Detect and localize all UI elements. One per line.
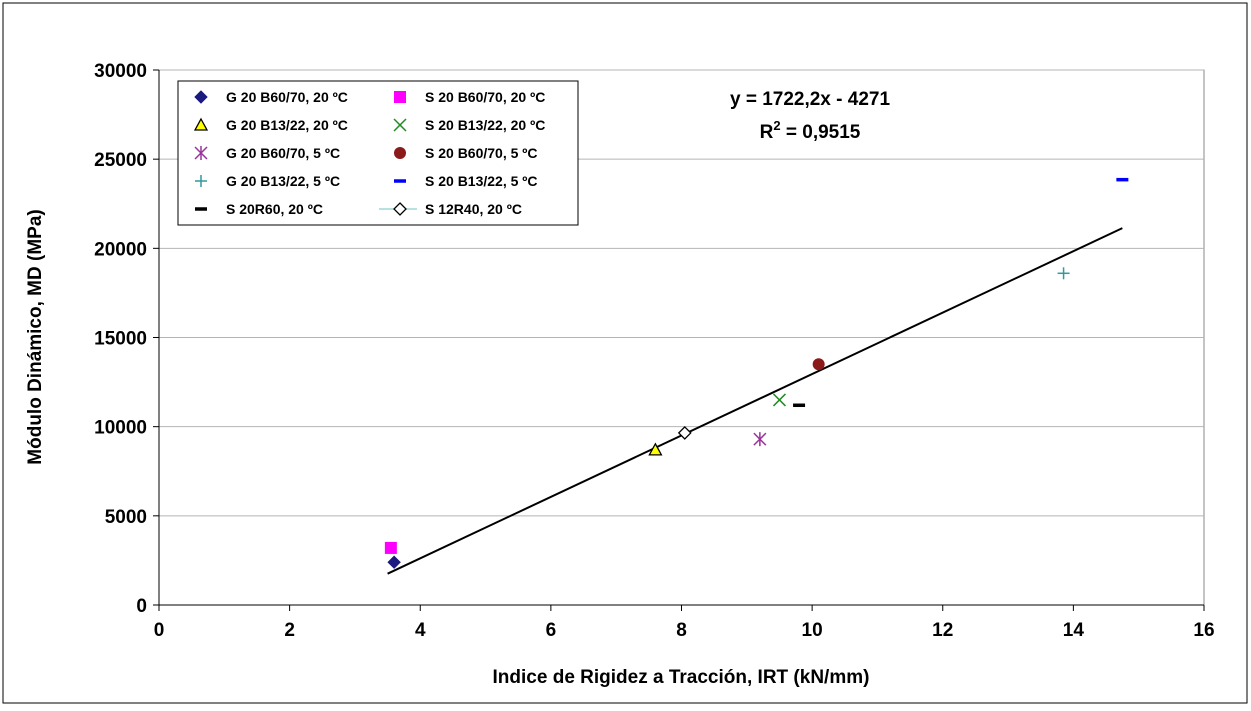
legend-marker-shape: [193, 117, 209, 131]
legend-marker-shape: [194, 90, 208, 104]
legend-label: G 20 B60/70, 20 ºC: [226, 89, 348, 105]
data-points: [384, 177, 1129, 569]
legend-item: S 20 B13/22, 5 ºC: [394, 173, 538, 189]
legend-label: G 20 B13/22, 20 ºC: [226, 117, 348, 133]
legend-label: G 20 B60/70, 5 ºC: [226, 145, 340, 161]
y-tick-label: 20000: [94, 239, 147, 260]
x-tick-label: 16: [1193, 620, 1214, 641]
x-tick-label: 14: [1063, 620, 1085, 641]
r-squared-prefix: R: [760, 122, 774, 143]
legend-label: S 12R40, 20 ºC: [425, 201, 522, 217]
legend-marker: [393, 202, 407, 216]
legend-items: G 20 B60/70, 20 ºC S 20 B60/70, 20 ºC G 20…: [193, 89, 545, 217]
data-point: [648, 442, 663, 456]
legend: G 20 B60/70, 20 ºC S 20 B60/70, 20 ºC G 20…: [177, 80, 579, 226]
legend-marker-stroke: [393, 118, 407, 132]
legend-item: G 20 B13/22, 5 ºC: [195, 173, 340, 189]
tick-labels: 0 5000 10000 15000 20000 25000 30000 0 2 4 6 8 10 12 1…: [94, 61, 1214, 641]
x-tick-label: 10: [802, 620, 823, 641]
data-point: [1057, 267, 1070, 280]
x-tick-label: 0: [154, 620, 165, 641]
legend-marker-shape: [394, 91, 406, 103]
data-point-stroke: [772, 393, 786, 407]
legend-marker: [194, 146, 208, 160]
legend-label: G 20 B13/22, 5 ºC: [226, 173, 340, 189]
y-tick-label: 25000: [94, 150, 147, 171]
legend-item: G 20 B13/22, 20 ºC: [193, 117, 348, 133]
y-tick-label: 0: [136, 596, 147, 617]
trendline-equation: y = 1722,2x - 4271: [730, 89, 890, 110]
legend-item: G 20 B60/70, 20 ºC: [194, 89, 348, 105]
data-point-shape: [387, 555, 401, 569]
legend-box: [177, 80, 579, 226]
y-tick-label: 15000: [94, 329, 147, 350]
legend-marker: [394, 147, 406, 159]
legend-item: G 20 B60/70, 5 ºC: [194, 145, 340, 161]
legend-label: S 20 B13/22, 20 ºC: [425, 117, 545, 133]
legend-item: S 12R40, 20 ºC: [379, 201, 522, 217]
legend-label: S 20R60, 20 ºC: [226, 201, 323, 217]
data-point: [772, 393, 786, 407]
legend-item: S 20R60, 20 ºC: [195, 201, 323, 217]
legend-marker-shape: [393, 202, 407, 216]
data-point-shape: [812, 358, 825, 371]
data-point-shape: [677, 425, 692, 440]
legend-marker: [193, 117, 209, 131]
legend-marker-shape: [394, 147, 406, 159]
x-tick-label: 12: [932, 620, 953, 641]
data-point: [753, 432, 767, 447]
y-tick-label: 10000: [94, 418, 147, 439]
legend-label: S 20 B60/70, 5 ºC: [425, 145, 538, 161]
legend-marker: [393, 118, 407, 132]
legend-label: S 20 B60/70, 20 ºC: [425, 89, 545, 105]
trendline: [387, 227, 1123, 575]
y-tick-label: 5000: [105, 507, 147, 528]
data-point: [387, 555, 401, 569]
data-point: [812, 358, 825, 371]
legend-marker: [194, 90, 208, 104]
x-tick-label: 2: [284, 620, 295, 641]
x-tick-label: 4: [415, 620, 426, 641]
y-axis-label: Módulo Dinámico, MD (MPa): [25, 209, 46, 464]
data-point-shape: [648, 442, 663, 456]
data-point-shape: [384, 541, 397, 554]
r-squared-label: R2 = 0,9515: [760, 118, 861, 143]
legend-item: S 20 B13/22, 20 ºC: [393, 117, 545, 133]
trendline-group: [387, 227, 1123, 575]
x-tick-label: 6: [546, 620, 557, 641]
legend-marker: [394, 91, 406, 103]
legend-label: S 20 B13/22, 5 ºC: [425, 173, 538, 189]
data-point: [677, 425, 692, 440]
legend-item: S 20 B60/70, 20 ºC: [394, 89, 545, 105]
r-squared-superscript: 2: [773, 118, 780, 133]
x-tick-label: 8: [676, 620, 687, 641]
x-axis-label: Indice de Rigidez a Tracción, IRT (kN/mm…: [493, 667, 870, 688]
axes: [153, 69, 1205, 611]
legend-marker: [195, 175, 207, 187]
legend-item: S 20 B60/70, 5 ºC: [394, 145, 538, 161]
r-squared-value: = 0,9515: [781, 122, 861, 143]
data-point: [384, 541, 397, 554]
y-tick-label: 30000: [94, 61, 147, 82]
